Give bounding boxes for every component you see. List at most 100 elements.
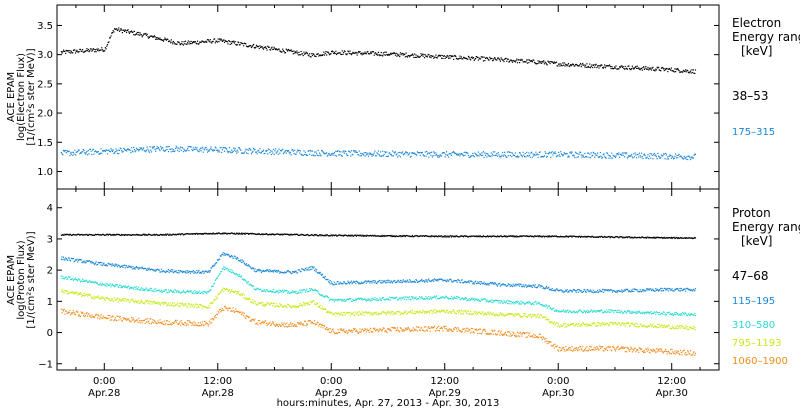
proton-data-point [219,272,221,275]
electron-data-point [511,61,514,63]
electron-data-point [631,67,633,70]
electron-data-point [687,71,689,73]
proton-data-point [170,289,172,292]
proton-data-point [90,234,92,236]
proton-data-point [167,304,169,306]
electron-data-point [176,147,178,149]
electron-data-point [108,41,110,43]
proton-data-point [154,269,156,271]
proton-data-point [559,311,561,313]
proton-data-point [677,314,680,316]
electron-data-point [489,155,492,158]
electron-data-point [425,55,427,57]
proton-data-point [530,303,532,305]
proton-data-point [462,282,465,284]
proton-data-point [420,279,422,282]
proton-data-point [462,281,464,284]
electron-data-point [580,154,582,156]
proton-data-point [359,283,361,285]
electron-data-point [418,56,421,58]
electron-data-point [118,27,120,29]
proton-data-point [72,233,75,236]
proton-data-point [394,281,397,284]
proton-data-point [669,288,671,290]
electron-data-point [77,149,80,151]
proton-data-point [467,236,469,238]
proton-data-point [684,312,686,314]
proton-data-point [421,235,423,237]
proton-data-point [210,233,212,235]
proton-data-point [487,301,489,303]
proton-data-point [93,234,95,236]
proton-data-point [583,288,585,291]
electron-data-point [253,149,255,151]
proton-data-point [364,235,366,237]
electron-data-point [430,56,432,59]
proton-data-point [656,288,658,290]
proton-data-point [639,312,641,314]
proton-data-point [368,280,370,283]
proton-data-point [199,271,201,273]
proton-data-point [102,297,104,299]
proton-data-point [358,282,360,284]
electron-ylabel-2: log(Electron Flux) [16,53,27,141]
electron-data-point [204,41,206,43]
proton-data-point [673,313,675,315]
proton-data-point [381,234,383,236]
proton-data-point [168,304,170,306]
proton-data-point [539,303,541,305]
electron-data-point [379,54,382,56]
proton-data-point [287,303,289,306]
electron-data-point [221,40,223,42]
proton-data-point [79,293,81,295]
proton-data-point [102,233,104,236]
proton-data-point [176,233,178,236]
proton-data-point [296,292,298,295]
proton-data-point [315,234,317,236]
proton-data-point [162,290,164,292]
proton-data-point [139,267,141,269]
proton-data-point [483,281,485,283]
electron-data-point [495,59,497,61]
proton-data-point [126,300,128,302]
proton-data-point [504,284,506,286]
electron-data-point [416,55,419,57]
proton-data-point [338,299,341,301]
electron-data-point [137,148,139,151]
electron-data-point [165,39,167,41]
proton-data-point [146,290,148,292]
proton-data-point [211,302,214,304]
proton-data-point [148,233,150,235]
proton-data-point [254,268,256,270]
proton-data-point [142,267,144,269]
electron-data-point [157,147,160,149]
proton-data-point [372,235,375,237]
electron-data-point [628,155,630,157]
proton-data-point [450,278,452,280]
proton-data-point [283,233,285,235]
proton-data-point [232,257,234,259]
proton-data-point [275,233,277,235]
proton-data-point [487,283,489,285]
proton-data-point [353,299,355,302]
electron-data-point [516,62,519,64]
electron-data-point [589,157,592,159]
proton-data-point [323,276,325,278]
proton-data-point [654,290,656,292]
proton-data-point [114,285,116,287]
electron-data-point [238,44,241,46]
electron-data-point [614,67,616,69]
proton-data-point [170,289,172,291]
electron-data-point [609,64,611,66]
electron-data-point [533,155,535,157]
electron-data-point [191,42,193,45]
proton-data-point [618,236,621,238]
proton-data-point [496,235,499,237]
proton-data-point [494,282,497,284]
proton-data-point [392,280,394,282]
proton-data-point [619,311,621,314]
electron-data-point [371,155,373,157]
proton-data-point [586,236,588,238]
electron-data-point [336,52,338,55]
proton-data-point [272,233,275,235]
